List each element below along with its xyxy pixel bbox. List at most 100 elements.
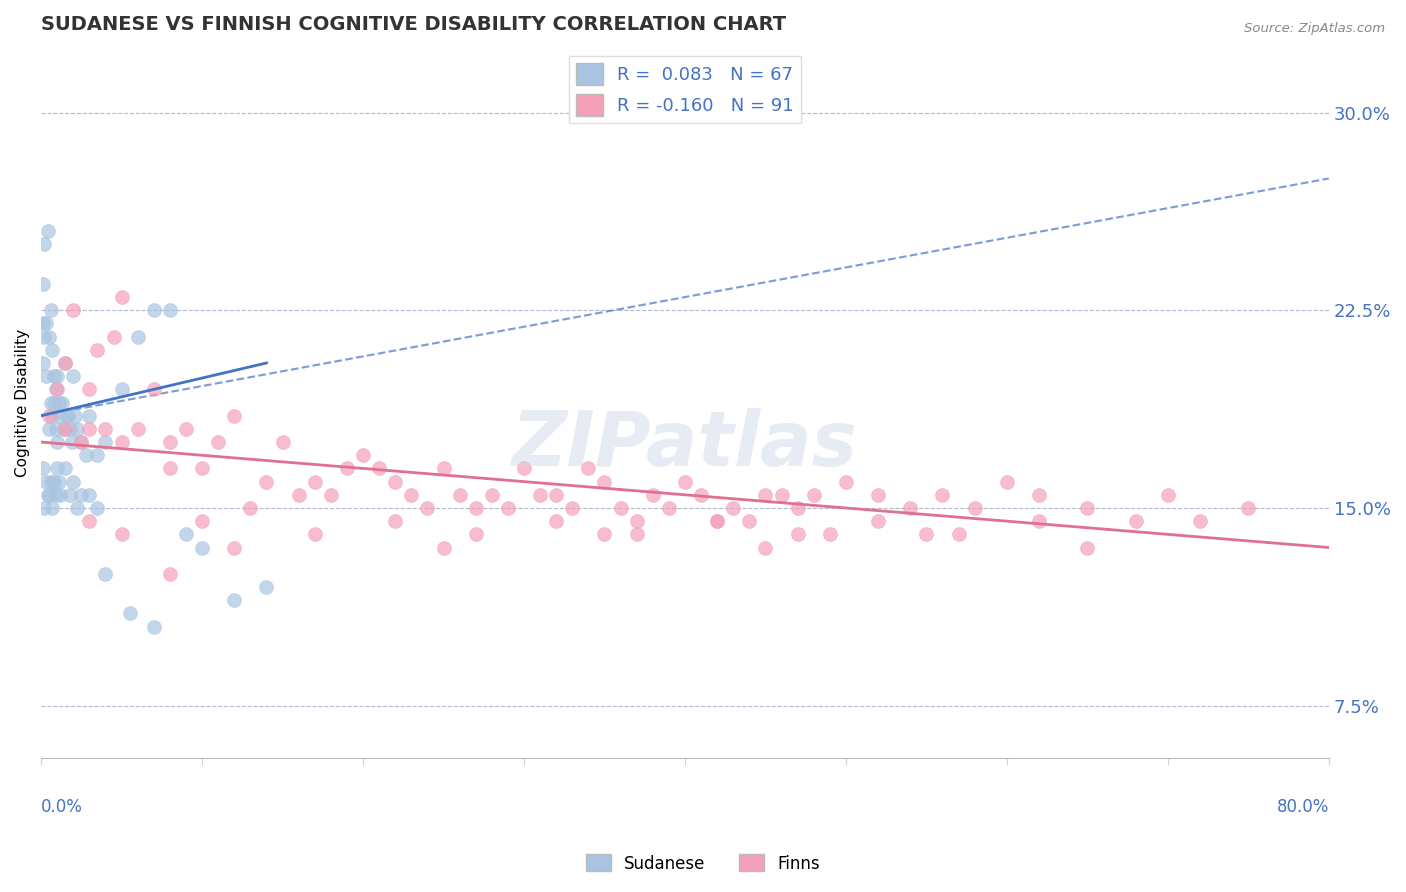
Point <box>1028 514 1050 528</box>
Point <box>127 329 149 343</box>
Point <box>818 527 841 541</box>
Point <box>915 527 938 541</box>
Point <box>304 527 326 541</box>
Text: 80.0%: 80.0% <box>1277 798 1329 816</box>
Point <box>626 527 648 541</box>
Point <box>174 527 197 541</box>
Point <box>561 500 583 515</box>
Point <box>1076 541 1098 555</box>
Point <box>38 488 60 502</box>
Point <box>127 422 149 436</box>
Point <box>963 500 986 515</box>
Point <box>53 461 76 475</box>
Point <box>38 409 60 423</box>
Point <box>86 500 108 515</box>
Point <box>464 527 486 541</box>
Point <box>995 475 1018 489</box>
Text: 0.0%: 0.0% <box>41 798 83 816</box>
Point <box>39 303 62 318</box>
Point <box>38 422 60 436</box>
Point <box>835 475 858 489</box>
Point <box>690 488 713 502</box>
Point <box>53 422 76 436</box>
Point <box>39 475 62 489</box>
Point <box>45 422 67 436</box>
Point <box>37 224 59 238</box>
Point <box>174 422 197 436</box>
Point <box>721 500 744 515</box>
Point <box>416 500 439 515</box>
Point <box>39 395 62 409</box>
Point <box>191 514 214 528</box>
Point <box>287 488 309 502</box>
Y-axis label: Cognitive Disability: Cognitive Disability <box>15 328 30 476</box>
Point <box>62 303 84 318</box>
Point <box>35 475 58 489</box>
Point <box>673 475 696 489</box>
Point <box>224 541 246 555</box>
Point <box>931 488 953 502</box>
Point <box>41 500 63 515</box>
Point <box>49 409 72 423</box>
Point <box>706 514 728 528</box>
Point <box>868 488 890 502</box>
Point <box>35 317 58 331</box>
Point <box>79 488 101 502</box>
Point <box>207 435 229 450</box>
Point <box>898 500 921 515</box>
Point <box>1188 514 1211 528</box>
Point <box>42 395 65 409</box>
Point <box>79 422 101 436</box>
Point <box>70 435 93 450</box>
Point <box>46 461 69 475</box>
Point <box>546 514 568 528</box>
Point <box>86 448 108 462</box>
Point <box>70 488 93 502</box>
Point <box>31 277 53 291</box>
Point <box>786 527 808 541</box>
Point <box>94 435 117 450</box>
Point <box>41 409 63 423</box>
Point <box>224 593 246 607</box>
Point <box>79 514 101 528</box>
Point <box>464 500 486 515</box>
Point <box>336 461 359 475</box>
Point <box>191 461 214 475</box>
Point <box>38 329 60 343</box>
Point <box>46 382 69 396</box>
Point <box>1157 488 1180 502</box>
Point <box>59 488 82 502</box>
Point <box>63 409 86 423</box>
Text: SUDANESE VS FINNISH COGNITIVE DISABILITY CORRELATION CHART: SUDANESE VS FINNISH COGNITIVE DISABILITY… <box>41 15 786 34</box>
Legend: R =  0.083   N = 67, R = -0.160   N = 91: R = 0.083 N = 67, R = -0.160 N = 91 <box>568 55 801 123</box>
Point <box>60 435 83 450</box>
Point <box>191 541 214 555</box>
Point <box>368 461 391 475</box>
Point <box>159 566 181 581</box>
Point <box>42 369 65 384</box>
Point <box>42 475 65 489</box>
Point <box>65 500 87 515</box>
Point <box>94 566 117 581</box>
Point <box>738 514 761 528</box>
Point <box>110 382 132 396</box>
Point <box>449 488 471 502</box>
Point <box>576 461 599 475</box>
Point <box>31 356 53 370</box>
Point <box>593 475 616 489</box>
Point <box>256 580 278 594</box>
Point <box>59 422 82 436</box>
Point <box>142 619 165 633</box>
Point <box>51 395 73 409</box>
Point <box>432 541 454 555</box>
Point <box>1076 500 1098 515</box>
Point <box>384 514 406 528</box>
Point <box>45 382 67 396</box>
Point <box>45 488 67 502</box>
Point <box>34 500 56 515</box>
Point <box>1237 500 1260 515</box>
Point <box>529 488 551 502</box>
Point <box>31 461 53 475</box>
Point <box>46 435 69 450</box>
Point <box>142 303 165 318</box>
